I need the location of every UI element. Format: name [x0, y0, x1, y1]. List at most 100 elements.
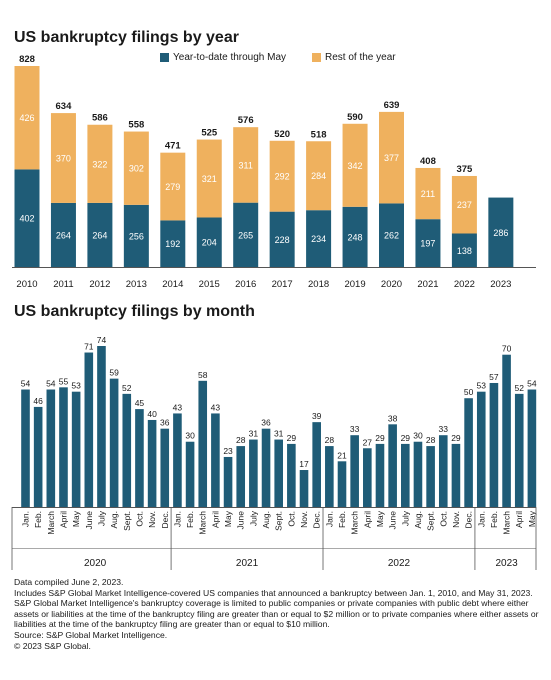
month-bar-21 [287, 443, 296, 507]
month-value-label-33: 33 [439, 424, 449, 434]
month-bar-24 [325, 446, 334, 507]
month-tick-label-25: Feb. [337, 511, 347, 528]
year-group-label-2021: 2021 [236, 558, 259, 569]
month-tick-label-31: Aug. [413, 511, 423, 529]
month-tick-label-18: July [248, 510, 258, 526]
footnote-includes: Includes S&P Global Market Intelligence-… [14, 587, 533, 598]
month-value-label-13: 30 [185, 431, 195, 441]
month-tick-label-32: Sept. [426, 511, 436, 531]
footnote-coverage: S&P Global Market Intelligence's bankrup… [14, 598, 539, 630]
bar-label-rest-2021: 211 [421, 189, 435, 199]
x-tick-label-2020: 2020 [381, 279, 402, 290]
bar-label-ytd-2011: 264 [56, 230, 71, 240]
x-tick-label-2010: 2010 [16, 279, 37, 290]
bar-ytd-2017 [269, 211, 295, 267]
x-tick-label-2016: 2016 [235, 279, 256, 290]
month-tick-label-27: April [362, 511, 372, 528]
bar-ytd-2019 [342, 206, 368, 267]
month-value-label-12: 43 [173, 402, 183, 412]
bar-ytd-2010 [14, 169, 40, 267]
footnote-compiled: Data compiled June 2, 2023. [14, 577, 124, 587]
month-tick-label-26: March [350, 511, 360, 535]
month-bar-17 [236, 446, 246, 507]
month-tick-label-5: June [84, 511, 94, 530]
month-bar-3 [59, 387, 68, 507]
month-bar-0 [21, 389, 30, 507]
month-bar-22 [299, 470, 309, 507]
chart-title-by-year: US bankruptcy filings by year [14, 29, 239, 46]
month-tick-label-16: May [223, 510, 233, 527]
bar-label-rest-2010: 426 [19, 113, 34, 123]
total-label-2021: 408 [420, 156, 436, 167]
month-tick-label-21: Oct. [286, 511, 296, 527]
month-tick-label-20: Sept. [274, 511, 284, 531]
legend-swatch-rest [312, 53, 321, 62]
legend-item-rest: Rest of the year [312, 52, 396, 63]
month-value-label-18: 31 [249, 429, 259, 439]
month-value-label-1: 46 [33, 396, 43, 406]
month-value-label-28: 29 [375, 433, 385, 443]
month-bar-9 [135, 409, 144, 507]
month-bar-40 [527, 389, 537, 507]
month-bar-11 [160, 428, 170, 507]
month-value-label-34: 29 [451, 433, 461, 443]
bar-ytd-2021 [415, 219, 441, 267]
total-label-2010: 828 [19, 54, 35, 65]
month-bar-2 [46, 389, 56, 507]
bar-label-ytd-2013: 256 [129, 231, 144, 241]
month-value-label-31: 30 [413, 431, 423, 441]
x-tick-label-2022: 2022 [454, 279, 475, 290]
total-label-2014: 471 [165, 141, 182, 152]
month-tick-label-8: Sept. [122, 511, 132, 531]
yearly-bar-chart: 402 426 828 2010 264 370 634 2011 264 322 586 2012 2… [12, 54, 536, 290]
total-label-2012: 586 [92, 113, 108, 124]
month-bar-19 [261, 428, 271, 507]
month-bar-25 [337, 461, 347, 507]
x-tick-label-2011: 2011 [53, 279, 73, 290]
bar-rest-2018 [306, 141, 332, 211]
bar-label-ytd-2012: 264 [92, 230, 107, 240]
bar-label-ytd-2022: 138 [457, 246, 472, 256]
month-tick-label-14: March [198, 511, 208, 535]
bar-ytd-2016 [233, 202, 259, 267]
bar-ytd-2011 [50, 202, 76, 267]
month-tick-label-28: May [375, 510, 385, 527]
total-label-2018: 518 [311, 129, 327, 140]
year-group-label-2023: 2023 [495, 558, 518, 569]
bar-ytd-2013 [123, 204, 149, 267]
month-value-label-38: 70 [502, 344, 512, 354]
month-tick-label-19: Aug. [261, 511, 271, 529]
bar-ytd-2022 [451, 233, 477, 267]
bar-ytd-2012 [87, 202, 113, 267]
month-tick-label-23: Dec. [312, 511, 322, 528]
month-tick-label-15: April [210, 511, 220, 528]
month-bar-16 [223, 456, 233, 507]
bar-ytd-2014 [160, 220, 186, 267]
month-tick-label-40: May [527, 510, 537, 527]
month-value-label-9: 45 [135, 398, 145, 408]
month-bar-32 [426, 446, 435, 507]
x-tick-label-2013: 2013 [126, 279, 147, 290]
bar-label-ytd-2019: 248 [348, 232, 363, 242]
month-tick-label-1: Feb. [33, 511, 43, 528]
month-tick-label-38: March [502, 511, 512, 535]
bar-label-rest-2019: 342 [348, 161, 363, 171]
x-tick-label-2023: 2023 [490, 279, 511, 290]
month-bar-8 [122, 393, 132, 507]
month-tick-label-2: March [46, 511, 56, 535]
month-value-label-15: 43 [211, 402, 221, 412]
month-bar-29 [388, 424, 397, 507]
bar-label-ytd-2014: 192 [165, 239, 180, 249]
month-value-label-20: 31 [274, 429, 284, 439]
month-bar-36 [476, 391, 486, 507]
month-tick-label-4: May [71, 510, 81, 527]
month-value-label-8: 52 [122, 383, 132, 393]
bar-label-ytd-2023: 286 [493, 228, 508, 238]
bar-label-ytd-2016: 265 [238, 230, 253, 240]
bar-ytd-2018 [306, 210, 332, 267]
month-value-label-37: 57 [489, 372, 499, 382]
x-tick-label-2021: 2021 [417, 279, 438, 290]
month-bar-34 [451, 443, 461, 507]
bar-rest-2022 [451, 175, 477, 234]
total-label-2013: 558 [128, 120, 144, 131]
